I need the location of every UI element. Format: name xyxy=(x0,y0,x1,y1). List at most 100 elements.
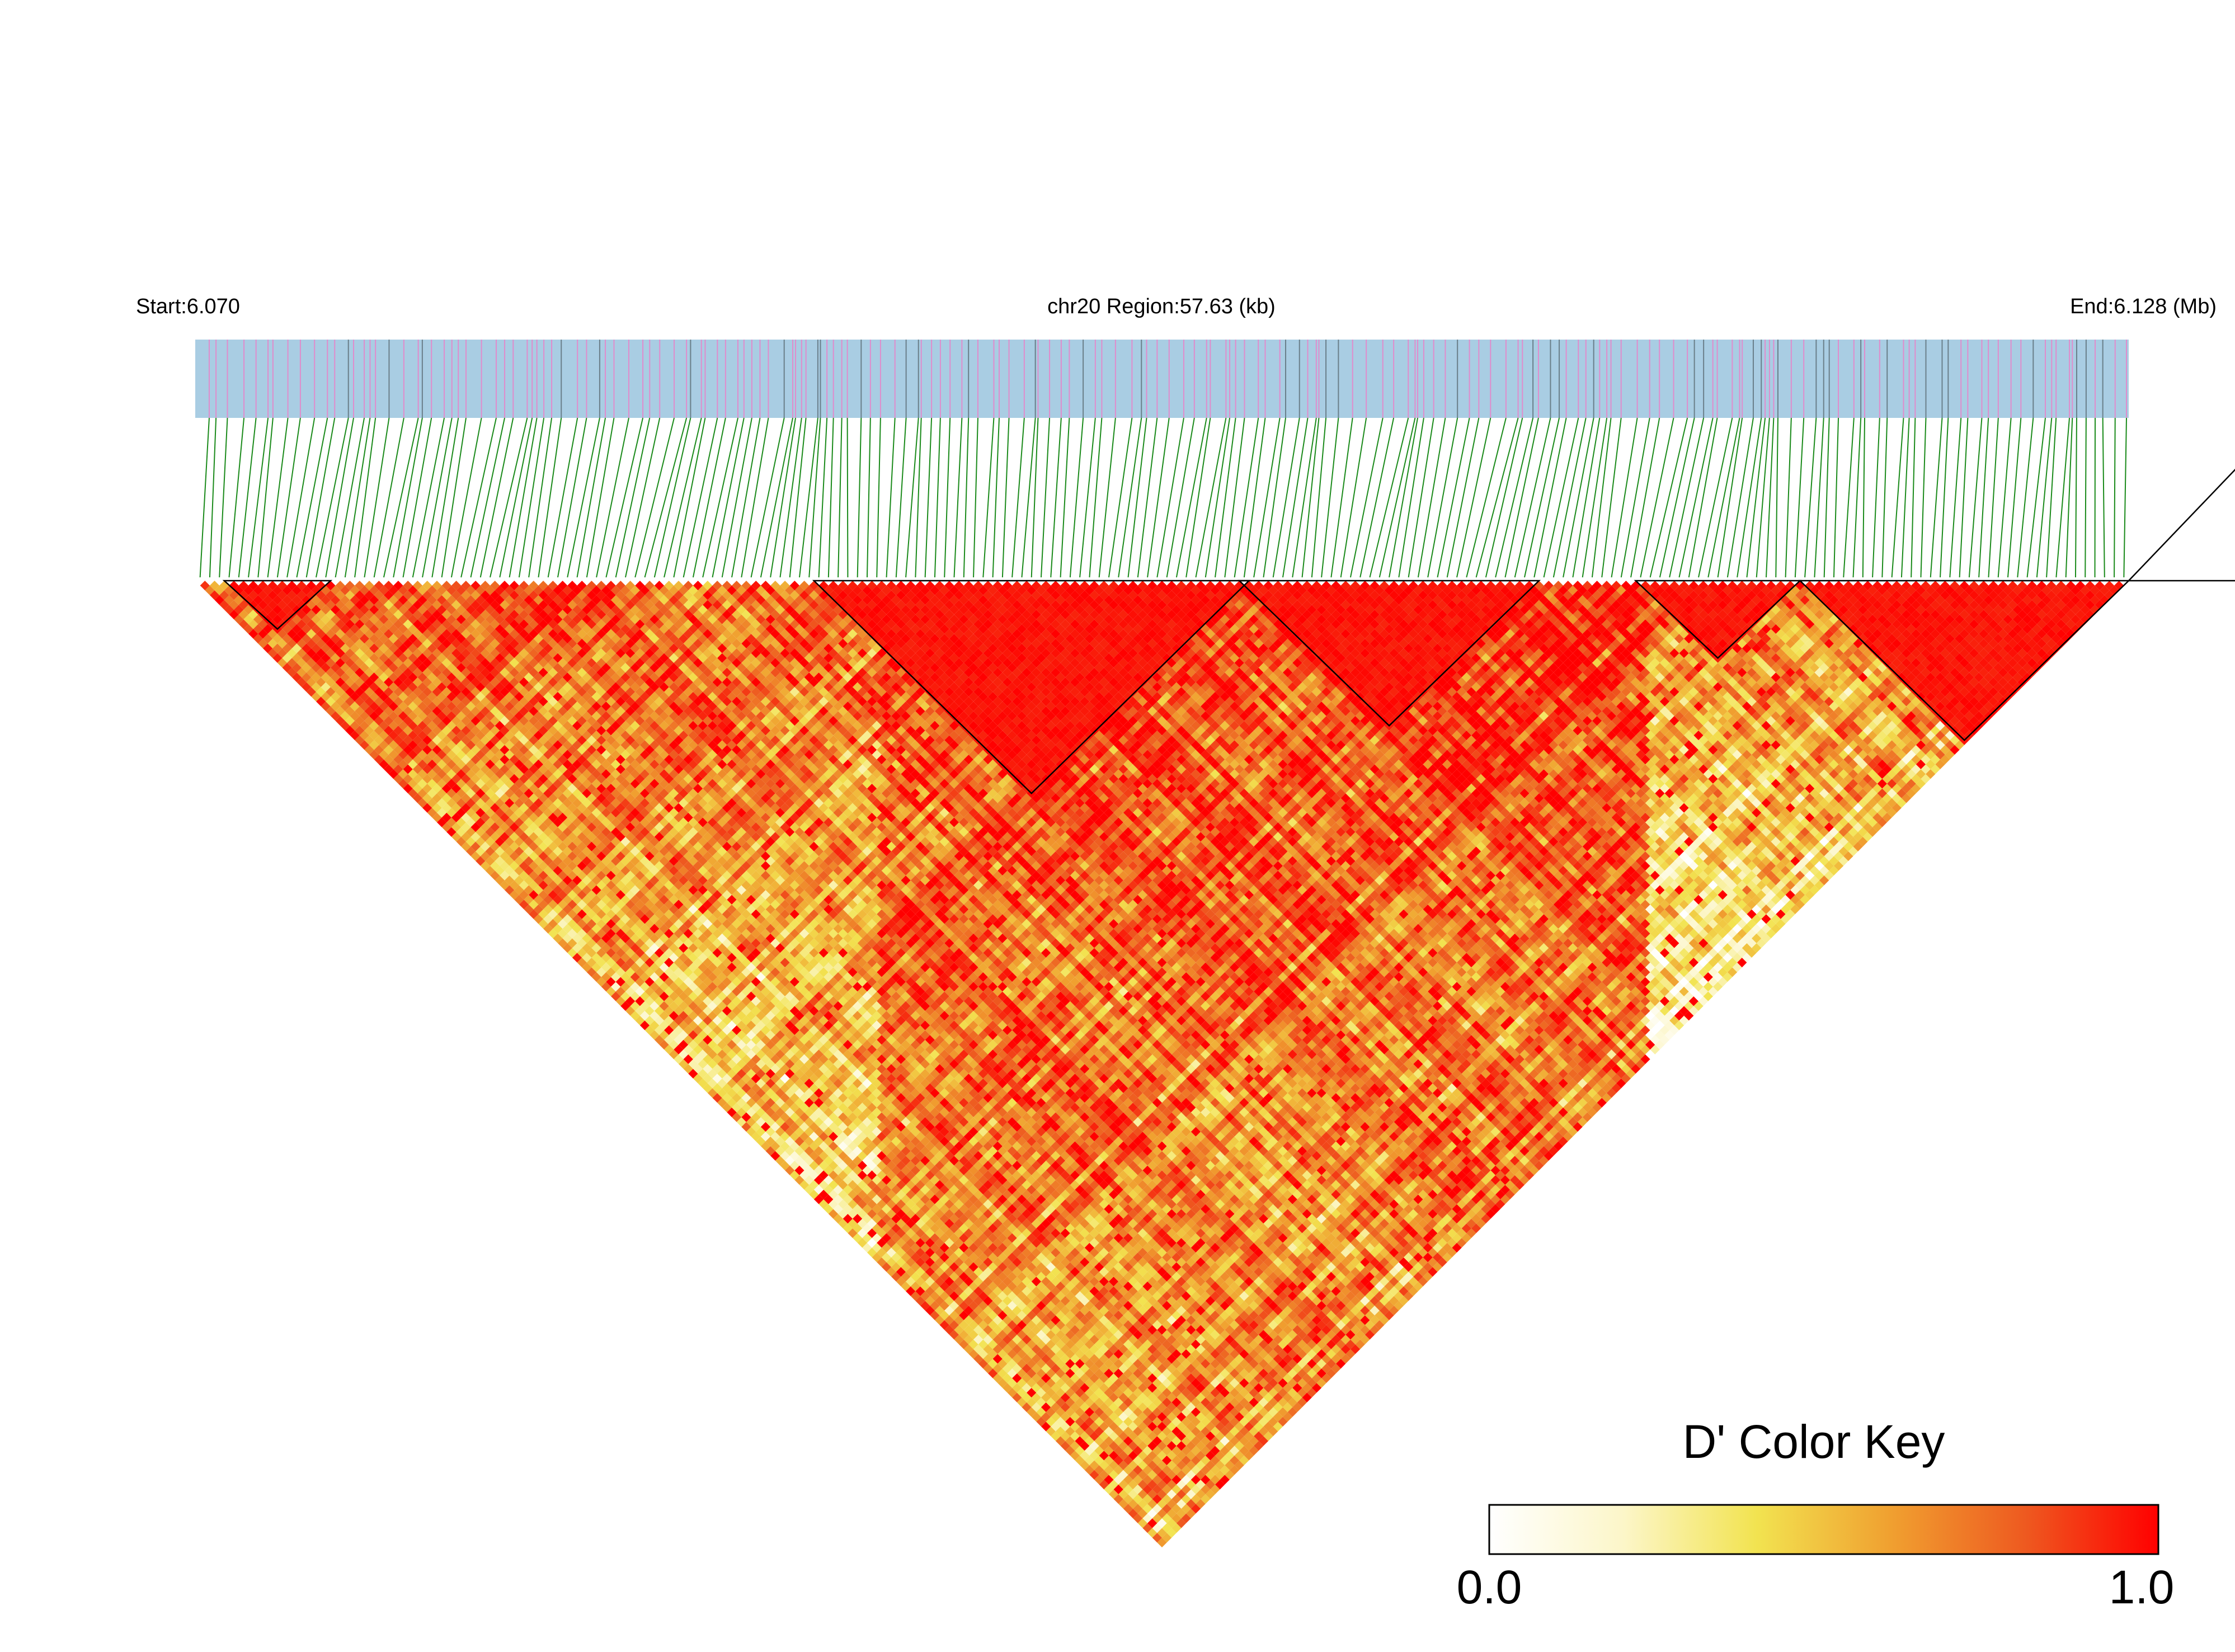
ld-cell xyxy=(785,1156,795,1166)
ld-cell xyxy=(698,1039,708,1050)
ld-cell xyxy=(601,943,611,953)
ld-cell xyxy=(992,1354,1003,1364)
ld-cell xyxy=(722,1054,732,1064)
ld-cell xyxy=(698,1059,708,1069)
ld-cell xyxy=(369,740,379,750)
ld-cell xyxy=(461,793,471,803)
ld-cell xyxy=(335,696,345,707)
ld-cell xyxy=(403,745,413,755)
ld-cell xyxy=(519,870,529,881)
ld-cell xyxy=(968,1339,978,1349)
ld-cell xyxy=(1051,1412,1061,1422)
snp-connector-line xyxy=(721,417,752,578)
ld-cell xyxy=(495,846,505,856)
ld-cell xyxy=(732,1103,742,1113)
ld-cell xyxy=(504,827,515,837)
ld-cell xyxy=(867,1228,877,1239)
ld-cell xyxy=(287,609,297,620)
snp-connector-line xyxy=(354,417,377,578)
ld-cell xyxy=(824,1165,834,1175)
ld-cell xyxy=(1060,1441,1070,1451)
ld-cell xyxy=(359,721,370,731)
ld-cell xyxy=(925,1248,935,1258)
ld-cell xyxy=(1123,1455,1133,1466)
ld-cell xyxy=(930,1301,940,1311)
ld-cell xyxy=(533,865,544,876)
ld-cell xyxy=(732,1112,742,1122)
ld-cell xyxy=(1027,1407,1037,1417)
ld-cell xyxy=(253,634,263,644)
ld-cell xyxy=(262,624,273,634)
ld-cell xyxy=(881,1262,892,1272)
ld-cell xyxy=(833,1213,843,1224)
ld-cell xyxy=(335,706,345,716)
ld-cell xyxy=(553,904,563,915)
ld-cell xyxy=(437,788,447,798)
ld-cell xyxy=(340,643,350,653)
ld-cell xyxy=(504,817,515,827)
ld-cell xyxy=(519,861,529,871)
snp-connector-line xyxy=(1978,417,1989,578)
ld-cell xyxy=(1157,1518,1167,1528)
ld-cell xyxy=(340,653,350,663)
snp-connector-line xyxy=(886,417,896,578)
ld-cell xyxy=(644,967,655,977)
ld-cell xyxy=(311,691,321,702)
ld-cell xyxy=(906,1277,916,1287)
ld-cell xyxy=(1157,1480,1167,1490)
snp-connector-line xyxy=(963,417,970,578)
ld-cell xyxy=(1031,1392,1041,1402)
ld-cell xyxy=(862,1175,872,1185)
ld-cell xyxy=(987,1368,998,1378)
ld-cell xyxy=(650,972,660,982)
ld-cell xyxy=(480,851,491,862)
ld-cell xyxy=(669,1030,679,1040)
ld-cell xyxy=(364,745,374,755)
ld-cell xyxy=(287,619,297,629)
ld-cell xyxy=(693,1015,703,1025)
ld-cell xyxy=(538,889,548,900)
ld-cell xyxy=(760,1083,771,1093)
ld-cell xyxy=(509,851,519,862)
ld-cell xyxy=(915,1267,925,1277)
ld-cell xyxy=(848,1170,858,1180)
ld-cell xyxy=(1089,1451,1099,1461)
snp-connector-line xyxy=(934,417,941,578)
ld-cell xyxy=(562,876,572,886)
ld-cell xyxy=(698,1078,708,1089)
ld-cell xyxy=(707,1049,718,1060)
snp-connector-line xyxy=(422,417,453,578)
ld-cell xyxy=(1176,1518,1187,1528)
ld-cell xyxy=(504,885,515,895)
ld-cell xyxy=(1118,1480,1128,1490)
ld-cell xyxy=(877,1228,887,1239)
ld-cell xyxy=(1041,1402,1051,1413)
ld-cell xyxy=(277,609,288,620)
ld-cell xyxy=(369,750,379,760)
ld-cell xyxy=(1104,1416,1114,1427)
ld-cell xyxy=(654,1006,665,1016)
ld-cell xyxy=(258,629,268,639)
ld-cell xyxy=(674,996,684,1006)
ld-cell xyxy=(992,1344,1003,1354)
ld-cell xyxy=(920,1233,930,1243)
ld-cell xyxy=(427,808,437,818)
ld-cell xyxy=(978,1320,988,1330)
ld-cell xyxy=(248,629,258,639)
snp-connector-line xyxy=(460,417,497,578)
ld-cell xyxy=(234,605,244,615)
ld-cell xyxy=(427,788,437,798)
ld-cell xyxy=(930,1281,940,1292)
snp-connector-line xyxy=(866,417,871,578)
snp-connector-line xyxy=(1437,417,1470,578)
ld-cell xyxy=(959,1281,969,1292)
ld-cell xyxy=(1031,1354,1041,1364)
ld-cell xyxy=(306,648,316,658)
ld-cell xyxy=(978,1359,988,1369)
ld-cell xyxy=(311,662,321,673)
ld-cell xyxy=(906,1238,916,1248)
ld-cell xyxy=(359,691,370,702)
ld-cell xyxy=(611,991,621,1001)
ld-cell xyxy=(586,957,597,968)
ld-cell xyxy=(732,1064,742,1074)
